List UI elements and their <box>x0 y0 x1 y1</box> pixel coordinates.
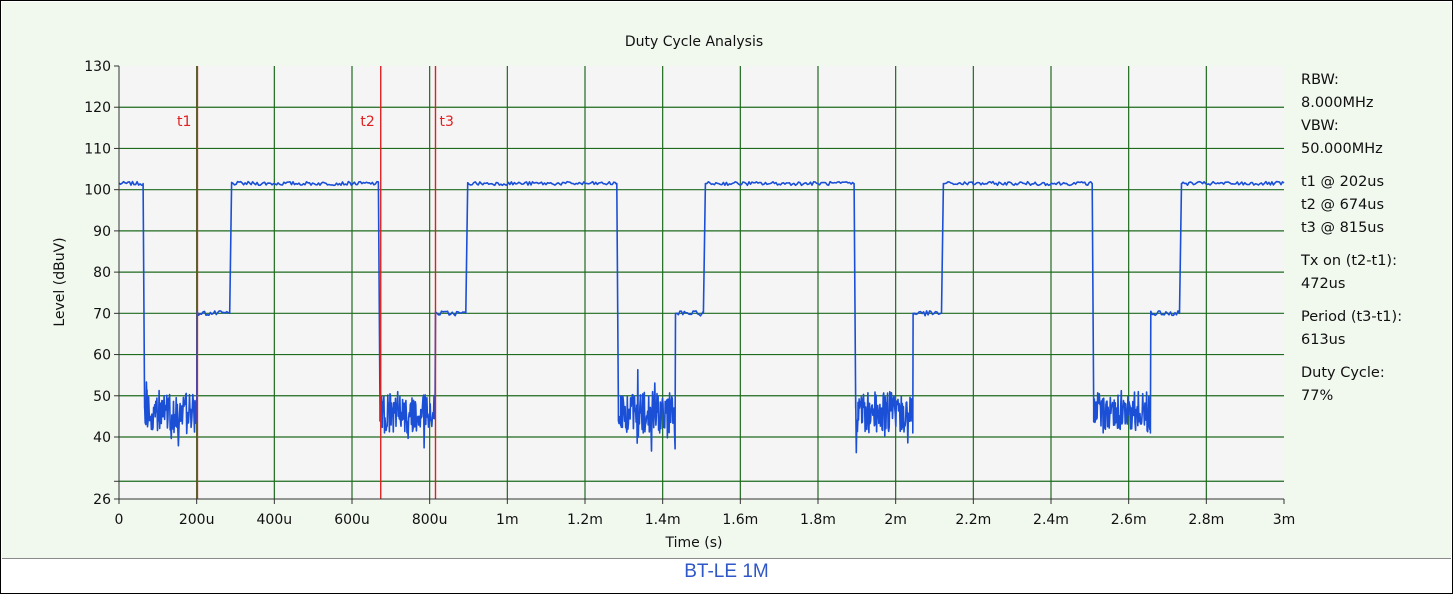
y-tick-label: 100 <box>84 183 111 199</box>
cursor-layer: t1 t2 t3 <box>177 66 454 499</box>
x-tick-label: 2.8m <box>1188 512 1224 528</box>
info-line: Duty Cycle: <box>1301 365 1385 381</box>
cursor-label-t2: t2 <box>360 114 374 130</box>
chart-title: Duty Cycle Analysis <box>625 34 763 50</box>
x-tick-label: 1.4m <box>645 512 681 528</box>
info-line: 50.000MHz <box>1301 141 1383 157</box>
measurement-info-panel: RBW: 8.000MHz VBW: 50.000MHz t1 @ 202us t2 @ … <box>1300 72 1402 404</box>
info-line: VBW: <box>1301 118 1339 134</box>
duty-cycle-chart: Duty Cycle Analysis t1 t2 t3 0 200u 400u 600u… <box>52 34 1402 551</box>
y-axis-label: Level (dBuV) <box>52 237 68 326</box>
x-tick-label: 2.6m <box>1111 512 1147 528</box>
x-tick-label: 200u <box>179 512 215 528</box>
y-tick-label: 60 <box>93 348 111 364</box>
info-line: t2 @ 674us <box>1301 197 1384 213</box>
info-line: Tx on (t2-t1): <box>1300 253 1397 269</box>
chart-panel: Duty Cycle Analysis t1 t2 t3 0 200u 400u 600u… <box>2 2 1451 559</box>
x-tick-label: 1.2m <box>567 512 603 528</box>
cursor-label-t3: t3 <box>439 114 453 130</box>
y-tick-label: 50 <box>93 389 111 405</box>
x-tick-label: 1.8m <box>800 512 836 528</box>
info-line: t1 @ 202us <box>1301 174 1384 190</box>
x-tick-label: 1m <box>496 512 519 528</box>
y-tick-label: 120 <box>84 100 111 116</box>
x-tick-label: 1.6m <box>722 512 758 528</box>
y-tick-label: 130 <box>84 59 111 75</box>
x-tick-label: 400u <box>257 512 293 528</box>
y-tick-label: 90 <box>93 224 111 240</box>
y-tick-label: 110 <box>84 141 111 157</box>
y-tick-label: 26 <box>93 492 111 508</box>
x-tick-label: 600u <box>334 512 370 528</box>
x-tick-label: 3m <box>1273 512 1296 528</box>
y-tick-label: 80 <box>93 265 111 281</box>
info-line: 8.000MHz <box>1301 95 1374 111</box>
axis-layer: 0 200u 400u 600u 800u 1m 1.2m 1.4m 1.6m 1.8m 2m 2.2… <box>84 59 1295 528</box>
info-line: 613us <box>1301 332 1345 348</box>
info-line: RBW: <box>1301 72 1339 88</box>
info-line: 472us <box>1301 276 1345 292</box>
figure-caption: BT-LE 1M <box>684 561 769 582</box>
x-tick-label: 800u <box>412 512 448 528</box>
info-line: 77% <box>1301 388 1333 404</box>
x-tick-label: 0 <box>115 512 124 528</box>
plot-area <box>119 66 1284 499</box>
y-tick-label: 70 <box>93 306 111 322</box>
x-tick-label: 2.4m <box>1033 512 1069 528</box>
x-axis-label: Time (s) <box>665 535 723 551</box>
x-tick-label: 2.2m <box>955 512 991 528</box>
cursor-label-t1: t1 <box>177 114 191 130</box>
y-tick-label: 40 <box>93 430 111 446</box>
info-line: t3 @ 815us <box>1301 220 1384 236</box>
x-tick-label: 2m <box>884 512 907 528</box>
info-line: Period (t3-t1): <box>1301 309 1402 325</box>
trace-layer <box>118 180 1285 454</box>
signal-trace <box>118 180 1285 454</box>
